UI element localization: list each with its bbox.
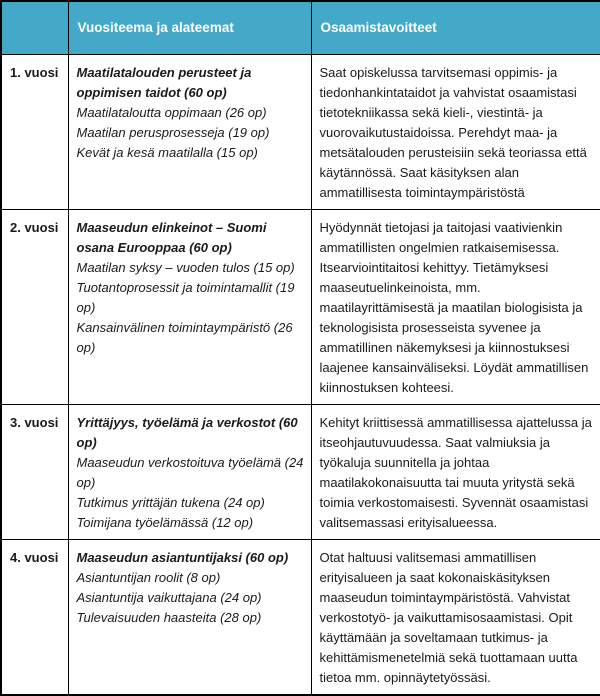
year-cell: 4. vuosi: [0, 538, 69, 695]
table-row-year-2: 2. vuosi Maaseudun elinkeinot – Suomi os…: [0, 208, 600, 405]
objectives-cell: Hyödynnät tietojasi ja taitojasi vaativi…: [310, 208, 600, 405]
year-cell: 1. vuosi: [0, 53, 69, 210]
subtopic: Asiantuntija vaikuttajana (24 op): [76, 589, 262, 605]
year-label: 3. vuosi: [10, 414, 59, 430]
subtopic: Tutkimus yrittäjän tukena (24 op): [76, 494, 265, 510]
theme-title: Maaseudun asiantuntijaksi (60 op): [76, 549, 289, 565]
theme-title: Maaseudun elinkeinot – Suomi osana Euroo…: [76, 219, 267, 255]
objectives-text: Otat haltuusi valitsemasi ammatillisen e…: [319, 549, 578, 685]
subtopic: Kevät ja kesä maatilalla (15 op): [76, 144, 258, 160]
table-header-row: Vuositeema ja alateemat Osaamistavoittee…: [0, 0, 600, 55]
theme-title: Maatilatalouden perusteet ja oppimisen t…: [76, 64, 252, 100]
subtopic: Maatilataloutta oppimaan (26 op): [76, 104, 267, 120]
subtopic: Tulevaisuuden haasteita (28 op): [76, 609, 262, 625]
objectives-cell: Otat haltuusi valitsemasi ammatillisen e…: [310, 538, 600, 695]
objectives-cell: Saat opiskelussa tarvitsemasi oppimis- j…: [310, 53, 600, 210]
subtopic: Toimijana työelämässä (12 op): [76, 514, 254, 530]
objectives-cell: Kehityt kriittisessä ammatillisessa ajat…: [310, 403, 600, 540]
header-cell-year: [0, 0, 69, 55]
year-label: 4. vuosi: [10, 549, 59, 565]
objectives-text: Saat opiskelussa tarvitsemasi oppimis- j…: [319, 64, 587, 200]
header-cell-objectives: Osaamistavoitteet: [310, 0, 600, 55]
table-row-year-4: 4. vuosi Maaseudun asiantuntijaksi (60 o…: [0, 538, 600, 695]
year-label: 2. vuosi: [10, 219, 59, 235]
theme-title: Yrittäjyys, työelämä ja verkostot (60 op…: [76, 414, 298, 450]
theme-cell: Yrittäjyys, työelämä ja verkostot (60 op…: [67, 403, 312, 540]
year-cell: 3. vuosi: [0, 403, 69, 540]
year-cell: 2. vuosi: [0, 208, 69, 405]
year-label: 1. vuosi: [10, 64, 59, 80]
theme-cell: Maaseudun elinkeinot – Suomi osana Euroo…: [67, 208, 312, 405]
subtopic: Maatilan perusprosesseja (19 op): [76, 124, 270, 140]
subtopic: Tuotantoprosessit ja toimintamallit (19 …: [76, 279, 295, 315]
theme-cell: Maatilatalouden perusteet ja oppimisen t…: [67, 53, 312, 210]
table-row-year-3: 3. vuosi Yrittäjyys, työelämä ja verkost…: [0, 403, 600, 540]
subtopic: Maaseudun verkostoituva työelämä (24 op): [76, 454, 304, 490]
objectives-text: Hyödynnät tietojasi ja taitojasi vaativi…: [319, 219, 589, 395]
objectives-text: Kehityt kriittisessä ammatillisessa ajat…: [319, 414, 592, 530]
theme-cell: Maaseudun asiantuntijaksi (60 op) Asiant…: [67, 538, 312, 695]
table-row-year-1: 1. vuosi Maatilatalouden perusteet ja op…: [0, 53, 600, 210]
subtopic: Maatilan syksy – vuoden tulos (15 op): [76, 259, 295, 275]
subtopic: Asiantuntijan roolit (8 op): [76, 569, 221, 585]
header-cell-themes: Vuositeema ja alateemat: [67, 0, 312, 55]
subtopic: Kansainvälinen toimintaympäristö (26 op): [76, 319, 293, 355]
